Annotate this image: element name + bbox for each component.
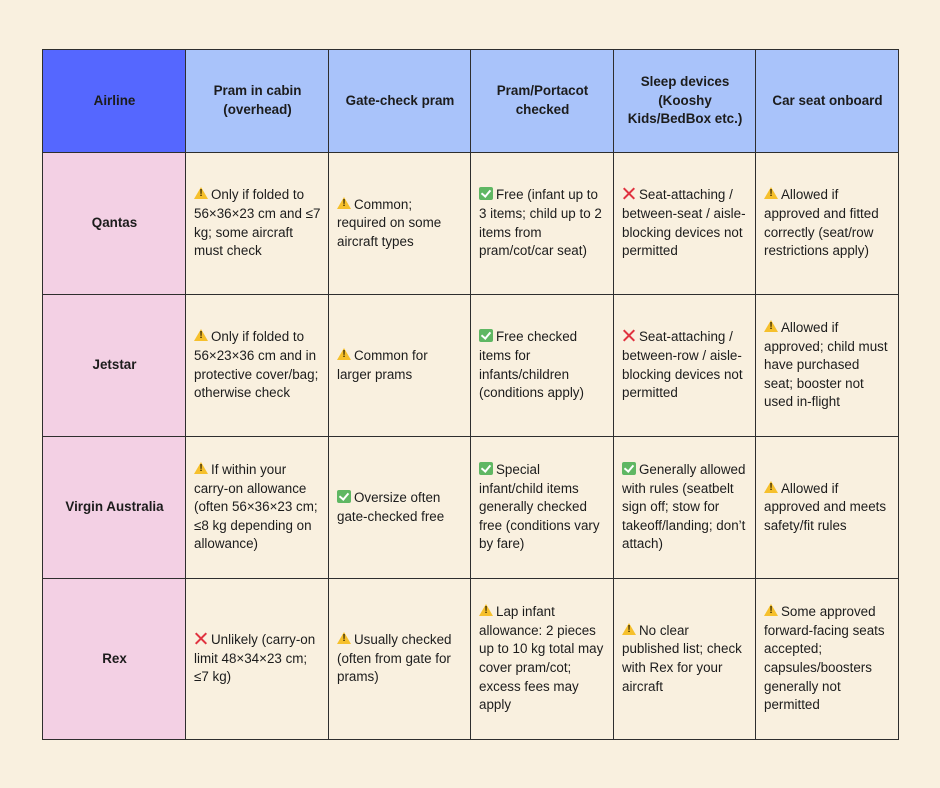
check-mark-icon bbox=[479, 187, 493, 201]
warning-icon bbox=[764, 480, 778, 494]
table-cell: No clear published list; check with Rex … bbox=[613, 578, 756, 740]
table-row-jetstar: Jetstar Only if folded to 56×23×36 cm an… bbox=[42, 294, 899, 437]
warning-icon bbox=[764, 187, 778, 200]
table-cell: Oversize often gate-checked free bbox=[328, 436, 471, 579]
airline-name: Qantas bbox=[42, 152, 186, 295]
cell-text: Allowed if approved and meets safety/fit… bbox=[764, 480, 887, 533]
warning-icon bbox=[479, 604, 493, 617]
cell-text: If within your carry-on allowance (often… bbox=[194, 462, 318, 552]
cell-text: Some approved forward-facing seats accep… bbox=[764, 604, 885, 713]
header-pram-in-cabin: Pram in cabin (overhead) bbox=[185, 49, 329, 153]
cell-text: Unlikely (carry-on limit 48×34×23 cm; ≤7… bbox=[194, 632, 316, 685]
warning-icon bbox=[337, 196, 351, 210]
cell-text: No clear published list; check with Rex … bbox=[622, 622, 742, 694]
cell-text: Only if folded to 56×23×36 cm and in pro… bbox=[194, 329, 319, 401]
table-cell: Generally allowed with rules (seatbelt s… bbox=[613, 436, 756, 579]
cross-mark-icon bbox=[622, 329, 636, 342]
table-cell: Usually checked (often from gate for pra… bbox=[328, 578, 471, 740]
cross-mark-icon bbox=[194, 632, 208, 645]
table-cell: Some approved forward-facing seats accep… bbox=[755, 578, 899, 740]
warning-icon bbox=[194, 187, 208, 200]
table-cell: Special infant/child items generally che… bbox=[470, 436, 614, 579]
table-row-virgin-australia: Virgin Australia If within your carry-on… bbox=[42, 436, 899, 579]
table-cell: Allowed if approved and fitted correctly… bbox=[755, 152, 899, 295]
table-cell: If within your carry-on allowance (often… bbox=[185, 436, 329, 579]
table-row-rex: Rex Unlikely (carry-on limit 48×34×23 cm… bbox=[42, 578, 899, 740]
check-mark-icon bbox=[622, 462, 636, 476]
cell-text: Common for larger prams bbox=[337, 347, 428, 382]
table-row-qantas: Qantas Only if folded to 56×36×23 cm and… bbox=[42, 152, 899, 295]
table-cell: Common for larger prams bbox=[328, 294, 471, 437]
cell-text: Allowed if approved; child must have pur… bbox=[764, 320, 888, 410]
cell-text: Special infant/child items generally che… bbox=[479, 462, 600, 552]
header-airline: Airline bbox=[42, 49, 186, 153]
check-mark-icon bbox=[479, 462, 493, 476]
check-mark-icon bbox=[479, 329, 493, 343]
airline-infant-policy-table: Airline Pram in cabin (overhead) Gate-ch… bbox=[42, 49, 899, 740]
warning-icon bbox=[194, 462, 208, 475]
table-cell: Free (infant up to 3 items; child up to … bbox=[470, 152, 614, 295]
warning-icon bbox=[764, 320, 778, 333]
warning-icon bbox=[337, 347, 351, 361]
header-sleep-devices: Sleep devices (Kooshy Kids/BedBox etc.) bbox=[613, 49, 756, 153]
table-cell: Seat-attaching / between-row / aisle-blo… bbox=[613, 294, 756, 437]
warning-icon bbox=[622, 622, 636, 636]
cell-text: Seat-attaching / between-seat / aisle-bl… bbox=[622, 187, 746, 259]
cell-text: Seat-attaching / between-row / aisle-blo… bbox=[622, 329, 743, 401]
warning-icon bbox=[764, 604, 778, 617]
airline-name: Virgin Australia bbox=[42, 436, 186, 579]
cell-text: Generally allowed with rules (seatbelt s… bbox=[622, 462, 746, 552]
warning-icon bbox=[337, 632, 351, 645]
cell-text: Free (infant up to 3 items; child up to … bbox=[479, 187, 602, 259]
warning-icon bbox=[194, 329, 208, 342]
table-cell: Common; required on some aircraft types bbox=[328, 152, 471, 295]
header-gate-check-pram: Gate-check pram bbox=[328, 49, 471, 153]
cell-text: Free checked items for infants/children … bbox=[479, 329, 584, 401]
cell-text: Usually checked (often from gate for pra… bbox=[337, 632, 452, 685]
header-row: Airline Pram in cabin (overhead) Gate-ch… bbox=[42, 49, 899, 153]
table-cell: Only if folded to 56×36×23 cm and ≤7 kg;… bbox=[185, 152, 329, 295]
table-cell: Only if folded to 56×23×36 cm and in pro… bbox=[185, 294, 329, 437]
cross-mark-icon bbox=[622, 187, 636, 200]
airline-name: Rex bbox=[42, 578, 186, 740]
cell-text: Oversize often gate-checked free bbox=[337, 489, 445, 524]
table-cell: Free checked items for infants/children … bbox=[470, 294, 614, 437]
cell-text: Lap infant allowance: 2 pieces up to 10 … bbox=[479, 604, 604, 713]
table-cell: Lap infant allowance: 2 pieces up to 10 … bbox=[470, 578, 614, 740]
header-car-seat-onboard: Car seat onboard bbox=[755, 49, 899, 153]
header-pram-portacot-checked: Pram/Portacot checked bbox=[470, 49, 614, 153]
table-cell: Allowed if approved and meets safety/fit… bbox=[755, 436, 899, 579]
airline-name: Jetstar bbox=[42, 294, 186, 437]
cell-text: Allowed if approved and fitted correctly… bbox=[764, 187, 879, 259]
table-cell: Allowed if approved; child must have pur… bbox=[755, 294, 899, 437]
table-cell: Unlikely (carry-on limit 48×34×23 cm; ≤7… bbox=[185, 578, 329, 740]
cell-text: Only if folded to 56×36×23 cm and ≤7 kg;… bbox=[194, 187, 321, 259]
cell-text: Common; required on some aircraft types bbox=[337, 196, 442, 249]
check-mark-icon bbox=[337, 489, 351, 503]
table-cell: Seat-attaching / between-seat / aisle-bl… bbox=[613, 152, 756, 295]
